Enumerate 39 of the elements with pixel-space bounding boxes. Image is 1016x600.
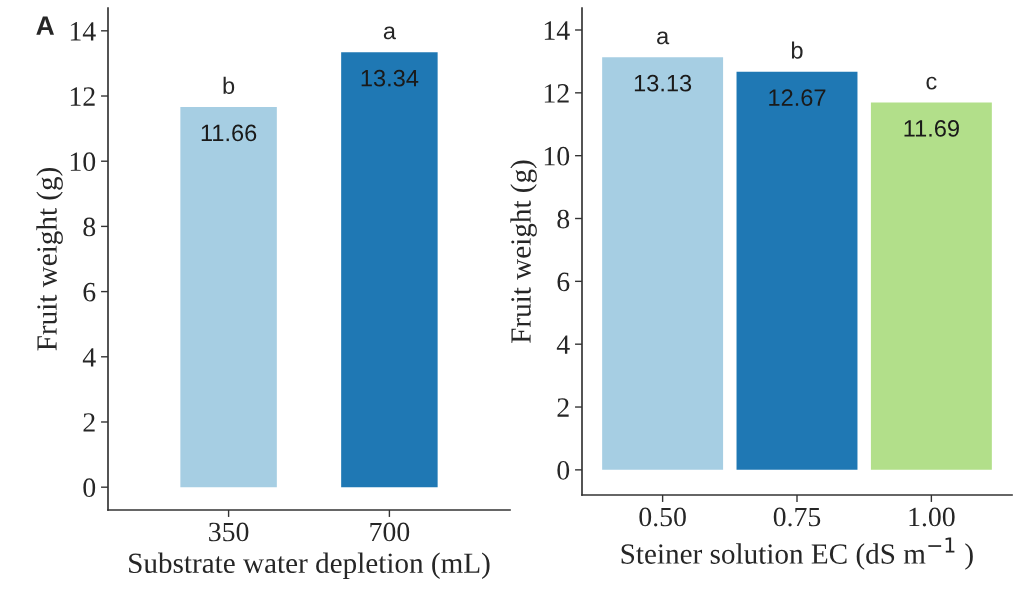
y-tick-label: 2 [83, 413, 95, 432]
y-tick-label: 0 [557, 461, 570, 480]
annotation: a [657, 31, 670, 45]
y-tick-label: 12 [544, 84, 569, 103]
y-tick-label: 8 [83, 217, 96, 237]
y-tick-label: 4 [82, 348, 96, 367]
text: A [36, 16, 54, 35]
y-axis-title: Fruit weight (g) [510, 160, 537, 344]
y-tick-label: 0 [83, 478, 96, 498]
annotation: b [791, 41, 803, 59]
bar [736, 71, 858, 470]
x-axis-title: Substrate water depletion (mL) [129, 552, 490, 579]
x-tick-label: 0.50 [639, 507, 686, 527]
x-tick-label: 1.00 [909, 507, 955, 527]
data-label: 11.69 [904, 120, 959, 137]
x-axis-title: Steiner solution EC (dS m$^{−1}$ ) [621, 537, 973, 570]
y-tick-label: 14 [544, 21, 570, 40]
annotation: b [223, 76, 235, 95]
x-tick-label: 0.75 [773, 507, 821, 527]
y-axis-title: Fruit weight (g) [36, 167, 63, 351]
y-tick-label: 6 [83, 282, 96, 302]
annotation: c [926, 76, 937, 90]
data-label: 12.67 [769, 89, 826, 106]
bar [870, 102, 992, 470]
annotation: a [383, 26, 396, 40]
y-tick-label: 4 [556, 335, 570, 354]
data-label: 13.34 [361, 69, 419, 87]
y-tick-label: 10 [70, 152, 96, 172]
y-tick-label: 10 [544, 146, 570, 166]
x-tick-label: 700 [370, 522, 410, 542]
data-label: 13.13 [634, 74, 692, 92]
y-tick-label: 8 [557, 209, 570, 229]
bar [602, 57, 724, 470]
y-tick-label: 12 [70, 87, 95, 106]
y-tick-label: 6 [557, 272, 570, 292]
y-tick-label: 2 [557, 398, 569, 417]
data-label: 11.66 [201, 124, 257, 142]
y-tick-label: 14 [70, 22, 96, 41]
x-tick-label: 350 [209, 522, 249, 542]
